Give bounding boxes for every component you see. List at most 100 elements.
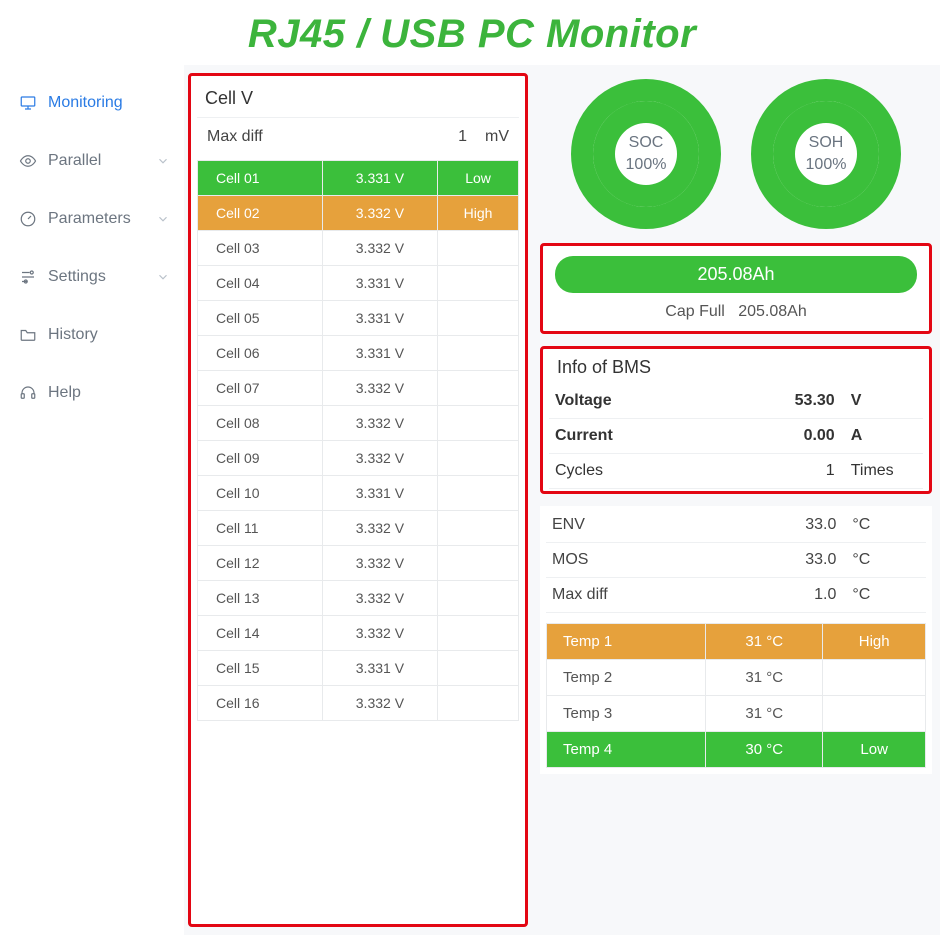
- bms-row: Current0.00A: [549, 419, 923, 454]
- cell-voltage: 3.331 V: [322, 301, 437, 336]
- cell-voltage-panel: Cell V Max diff 1 mV Cell 013.331 VLowCe…: [188, 73, 528, 927]
- cell-voltage: 3.332 V: [322, 686, 437, 721]
- cell-cell: Cell 04: [198, 266, 323, 301]
- capacity-bar: 205.08Ah: [555, 256, 917, 293]
- cell-flag: [438, 336, 519, 371]
- temp-row: Temp 231 °C: [547, 660, 926, 696]
- cell-cell: Cell 03: [198, 231, 323, 266]
- sidebar-item-monitoring[interactable]: Monitoring: [12, 83, 176, 123]
- cell-row: Cell 123.332 V: [198, 546, 519, 581]
- bms-row: Cycles1Times: [549, 454, 923, 489]
- env-value: 33.0: [728, 508, 842, 543]
- temp-flag: [823, 660, 926, 696]
- cell-flag: [438, 406, 519, 441]
- bms-unit: A: [841, 419, 923, 454]
- cell-row: Cell 043.331 V: [198, 266, 519, 301]
- cell-flag: [438, 301, 519, 336]
- page-title: RJ45 / USB PC Monitor: [0, 0, 944, 65]
- chevron-down-icon: [156, 270, 170, 284]
- sidebar-item-label: History: [48, 326, 98, 344]
- cell-flag: High: [438, 196, 519, 231]
- env-panel: ENV33.0°CMOS33.0°CMax diff1.0°C Temp 131…: [540, 506, 932, 774]
- bms-info-panel: Info of BMS Voltage53.30VCurrent0.00ACyc…: [540, 346, 932, 494]
- env-row: Max diff1.0°C: [546, 578, 926, 613]
- temp-label: Temp 4: [547, 732, 706, 768]
- env-label: ENV: [546, 508, 728, 543]
- cell-row: Cell 133.332 V: [198, 581, 519, 616]
- folder-icon: [18, 325, 38, 345]
- right-column: SOC 100% SOH 100% 205.08Ah Cap Full 205.…: [540, 73, 932, 927]
- chevron-down-icon: [156, 154, 170, 168]
- env-unit: °C: [842, 578, 926, 613]
- temp-label: Temp 3: [547, 696, 706, 732]
- gauge-row: SOC 100% SOH 100%: [540, 73, 932, 231]
- cell-row: Cell 103.331 V: [198, 476, 519, 511]
- cell-cell: Cell 10: [198, 476, 323, 511]
- sidebar-item-history[interactable]: History: [12, 315, 176, 355]
- temp-flag: Low: [823, 732, 926, 768]
- temp-flag: High: [823, 624, 926, 660]
- temp-flag: [823, 696, 926, 732]
- env-value: 33.0: [728, 543, 842, 578]
- bms-unit: Times: [841, 454, 923, 489]
- bms-label: Cycles: [549, 454, 729, 489]
- sidebar-item-settings[interactable]: Settings: [12, 257, 176, 297]
- cell-flag: [438, 686, 519, 721]
- cell-voltage: 3.331 V: [322, 161, 437, 196]
- chevron-down-icon: [156, 212, 170, 226]
- cell-voltage: 3.332 V: [322, 616, 437, 651]
- sidebar-item-help[interactable]: Help: [12, 373, 176, 413]
- temp-table: Temp 131 °CHighTemp 231 °CTemp 331 °CTem…: [546, 623, 926, 768]
- cell-flag: [438, 546, 519, 581]
- env-label: Max diff: [546, 578, 728, 613]
- cellv-maxdiff-unit: mV: [485, 128, 509, 146]
- cell-cell: Cell 08: [198, 406, 323, 441]
- cell-flag: [438, 231, 519, 266]
- temp-value: 30 °C: [706, 732, 823, 768]
- cellv-maxdiff-value: 1: [458, 128, 467, 146]
- cell-voltage: 3.331 V: [322, 651, 437, 686]
- sidebar-item-label: Parameters: [48, 210, 131, 228]
- sidebar-item-parameters[interactable]: Parameters: [12, 199, 176, 239]
- headset-icon: [18, 383, 38, 403]
- cell-row: Cell 093.332 V: [198, 441, 519, 476]
- temp-row: Temp 430 °CLow: [547, 732, 926, 768]
- cell-voltage: 3.332 V: [322, 546, 437, 581]
- cell-voltage: 3.332 V: [322, 581, 437, 616]
- main-area: Cell V Max diff 1 mV Cell 013.331 VLowCe…: [184, 65, 940, 935]
- cell-voltage: 3.332 V: [322, 231, 437, 266]
- cell-flag: [438, 511, 519, 546]
- capacity-panel: 205.08Ah Cap Full 205.08Ah: [540, 243, 932, 334]
- bms-value: 53.30: [729, 384, 841, 419]
- env-table: ENV33.0°CMOS33.0°CMax diff1.0°C: [546, 508, 926, 613]
- cell-flag: Low: [438, 161, 519, 196]
- cell-voltage: 3.331 V: [322, 266, 437, 301]
- cell-cell: Cell 11: [198, 511, 323, 546]
- cell-voltage: 3.332 V: [322, 406, 437, 441]
- bms-row: Voltage53.30V: [549, 384, 923, 419]
- env-unit: °C: [842, 543, 926, 578]
- soh-label: SOH: [806, 134, 847, 152]
- cell-voltage: 3.332 V: [322, 441, 437, 476]
- cell-cell: Cell 05: [198, 301, 323, 336]
- cell-flag: [438, 581, 519, 616]
- soc-label: SOC: [626, 134, 667, 152]
- soc-gauge: SOC 100%: [571, 79, 721, 229]
- cell-row: Cell 143.332 V: [198, 616, 519, 651]
- cell-voltage: 3.332 V: [322, 511, 437, 546]
- cell-table: Cell 013.331 VLowCell 023.332 VHighCell …: [197, 160, 519, 721]
- sidebar-item-label: Monitoring: [48, 94, 123, 112]
- cell-row: Cell 033.332 V: [198, 231, 519, 266]
- cellv-maxdiff-label: Max diff: [207, 128, 263, 146]
- cell-row: Cell 083.332 V: [198, 406, 519, 441]
- eye-icon: [18, 151, 38, 171]
- sidebar-item-parallel[interactable]: Parallel: [12, 141, 176, 181]
- cell-cell: Cell 02: [198, 196, 323, 231]
- cell-row: Cell 053.331 V: [198, 301, 519, 336]
- cellv-legend: Cell V: [197, 84, 519, 118]
- temp-label: Temp 2: [547, 660, 706, 696]
- soh-value: 100%: [806, 156, 847, 174]
- temp-value: 31 °C: [706, 696, 823, 732]
- sidebar-item-label: Parallel: [48, 152, 101, 170]
- cell-cell: Cell 12: [198, 546, 323, 581]
